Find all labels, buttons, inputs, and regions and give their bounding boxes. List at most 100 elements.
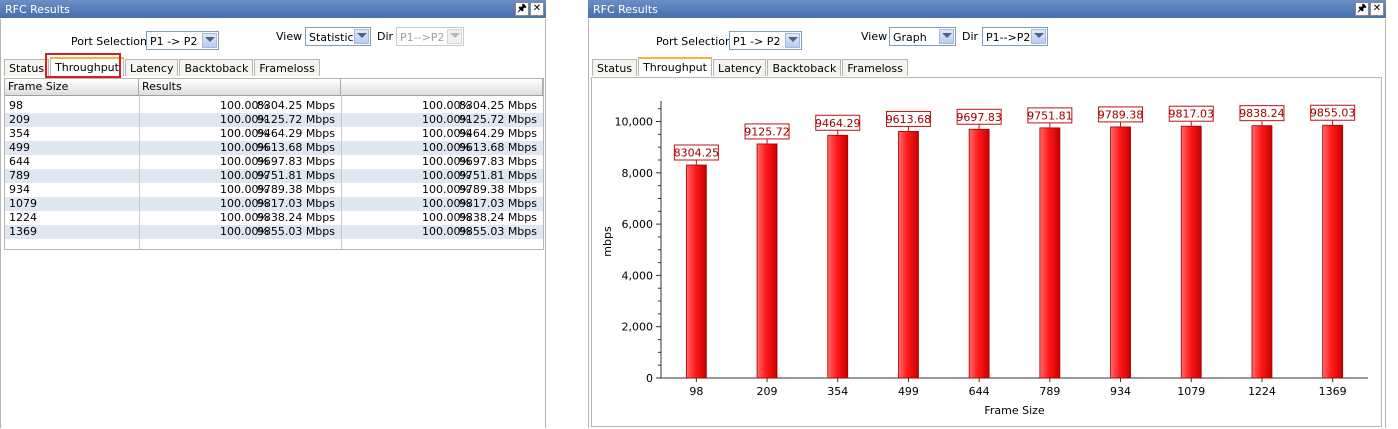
table-row[interactable]: 499 100.00% 9613.68 Mbps 100.00% 9613.68 Mbp… [5, 141, 543, 155]
x-axis-title: Frame Size [984, 404, 1045, 417]
table-row[interactable]: 789 100.00% 9751.81 Mbps 100.00% 9751.81 Mbp… [5, 169, 543, 183]
data-label: 9838.24 [1239, 107, 1285, 120]
table-row[interactable]: 934 100.00% 9789.38 Mbps 100.00% 9789.38 Mbp… [5, 183, 543, 197]
view-label: View [861, 30, 888, 43]
tab-frameloss[interactable]: Frameloss [254, 59, 320, 76]
data-label-box [744, 123, 790, 140]
result-rate-cell: 9817.03 Mbps [458, 197, 537, 210]
tab-frameloss[interactable]: Frameloss [842, 59, 908, 76]
chevron-down-icon[interactable] [354, 29, 369, 44]
data-label-box [1168, 105, 1214, 122]
bar[interactable] [756, 143, 778, 379]
x-tick-label: 1369 [1319, 385, 1347, 398]
bar[interactable] [1251, 125, 1273, 379]
view-dropdown[interactable]: Statistics [305, 27, 371, 46]
y-tick-label: 8,000 [622, 167, 654, 180]
port-selection-dropdown[interactable]: P1 -> P2 [146, 31, 219, 50]
frame-size-cell: 209 [9, 113, 30, 126]
table-row[interactable]: 1079 100.00% 9817.03 Mbps 100.00% 9817.03 Mb… [5, 197, 543, 211]
y-tick-label: 0 [646, 372, 653, 385]
view-dropdown[interactable]: Graph [889, 27, 956, 46]
x-tick-label: 1079 [1177, 385, 1205, 398]
result-rate-cell: 9751.81 Mbps [458, 169, 537, 182]
data-label: 9817.03 [1169, 108, 1215, 121]
tab-status[interactable]: Status [4, 59, 50, 76]
frame-size-cell: 98 [9, 99, 23, 112]
result-rate-cell: 9464.29 Mbps [256, 127, 335, 140]
frame-size-cell: 789 [9, 169, 30, 182]
data-label-box [1098, 106, 1144, 123]
chevron-down-icon[interactable] [785, 33, 800, 48]
bar[interactable] [827, 134, 849, 379]
data-label: 9789.38 [1098, 108, 1144, 121]
bar[interactable] [1039, 127, 1061, 379]
result-rate-cell: 9697.83 Mbps [256, 155, 335, 168]
data-label-box [885, 110, 931, 127]
data-label: 9464.29 [815, 117, 861, 130]
y-tick-label: 2,000 [622, 321, 654, 334]
data-label: 9697.83 [956, 111, 1002, 124]
throughput-chart-container: 0 2,000 4,000 6,000 8,000 10,000 98 8304.25 209 9… [591, 77, 1382, 427]
column-divider [341, 95, 342, 249]
result-percent-cell: 100.00% [220, 169, 269, 182]
port-selection-dropdown[interactable]: P1 -> P2 [729, 31, 802, 50]
table-row[interactable]: 209 100.00% 9125.72 Mbps 100.00% 9125.72 Mbp… [5, 113, 543, 127]
tab-throughput[interactable]: Throughput [638, 57, 712, 76]
view-label: View [276, 30, 303, 43]
tab-latency[interactable]: Latency [712, 59, 767, 76]
pin-icon[interactable]: 🖈 [1355, 2, 1369, 16]
bar[interactable] [685, 164, 707, 379]
tab-status[interactable]: Status [592, 59, 638, 76]
rfc-results-panel-graph: RFC Results 🖈 ✕ Port Selection P1 -> P2 … [588, 0, 1386, 428]
frame-size-cell: 499 [9, 141, 30, 154]
tab-latency[interactable]: Latency [124, 59, 179, 76]
dir-dropdown[interactable]: P1-->P2 [982, 27, 1048, 46]
y-tick-label: 4,000 [622, 269, 654, 282]
result-percent-cell: 100.00% [422, 197, 471, 210]
result-rate-cell: 9855.03 Mbps [256, 225, 335, 238]
close-icon[interactable]: ✕ [530, 2, 544, 16]
bar[interactable] [968, 128, 990, 379]
result-percent-cell: 100.00% [220, 225, 269, 238]
table-row[interactable]: 1369 100.00% 9855.03 Mbps 100.00% 9855.03 Mb… [5, 225, 543, 239]
result-percent-cell: 100.00% [422, 211, 471, 224]
frame-size-cell: 1224 [9, 211, 37, 224]
close-icon[interactable]: ✕ [1370, 2, 1384, 16]
result-percent-cell: 100.00% [220, 183, 269, 196]
data-label: 9855.03 [1310, 107, 1356, 120]
result-percent-cell: 100.00% [220, 197, 269, 210]
x-tick-label: 1224 [1248, 385, 1276, 398]
port-selection-label: Port Selection [71, 35, 147, 48]
result-percent-cell: 100.00% [422, 155, 471, 168]
column-header-results[interactable]: Results [139, 79, 341, 95]
pin-icon[interactable]: 🖈 [515, 2, 529, 16]
table-row[interactable]: 354 100.00% 9464.29 Mbps 100.00% 9464.29 Mbp… [5, 127, 543, 141]
table-row[interactable]: 644 100.00% 9697.83 Mbps 100.00% 9697.83 Mbp… [5, 155, 543, 169]
result-percent-cell: 100.00% [220, 155, 269, 168]
table-row[interactable]: 1224 100.00% 9838.24 Mbps 100.00% 9838.24 Mb… [5, 211, 543, 225]
chevron-down-icon[interactable] [1031, 29, 1046, 44]
result-rate-cell: 9838.24 Mbps [458, 211, 537, 224]
result-percent-cell: 100.00% [220, 211, 269, 224]
results-grid[interactable]: Frame Size Results 98 100.00% 8304.25 Mbps… [4, 78, 544, 250]
table-row[interactable]: 98 100.00% 8304.25 Mbps 100.00% 8304.25 Mbps [5, 99, 543, 113]
bar[interactable] [1180, 125, 1202, 379]
result-rate-cell: 9817.03 Mbps [256, 197, 335, 210]
bar[interactable] [898, 131, 919, 379]
chevron-down-icon[interactable] [202, 33, 217, 48]
tab-backtoback[interactable]: Backtoback [767, 59, 842, 76]
tab-throughput[interactable]: Throughput [50, 57, 124, 76]
bar[interactable] [1322, 124, 1344, 379]
bar[interactable] [1110, 126, 1131, 379]
data-label-box [673, 144, 719, 161]
throughput-chart: 0 2,000 4,000 6,000 8,000 10,000 98 8304.25 209 9… [601, 101, 1368, 417]
result-percent-cell: 100.00% [220, 113, 269, 126]
result-percent-cell: 100.00% [220, 141, 269, 154]
chevron-down-icon[interactable] [939, 29, 954, 44]
result-rate-cell: 9838.24 Mbps [256, 211, 335, 224]
dir-value: P1-->P2 [400, 31, 445, 44]
column-header-frame-size[interactable]: Frame Size [5, 79, 139, 95]
column-header-results-2[interactable] [341, 79, 543, 95]
tab-backtoback[interactable]: Backtoback [179, 59, 254, 76]
result-rate-cell: 9125.72 Mbps [458, 113, 537, 126]
